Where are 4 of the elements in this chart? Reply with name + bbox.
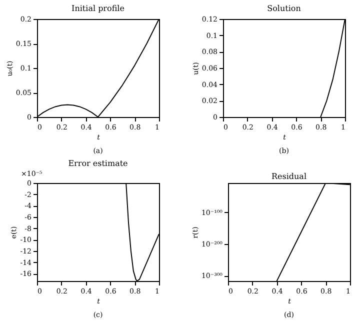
chart-title: Initial profile [72, 4, 125, 13]
chart-title: Residual [271, 172, 307, 181]
chart-title: Error estimate [68, 159, 128, 168]
chart-title: Solution [267, 4, 301, 13]
